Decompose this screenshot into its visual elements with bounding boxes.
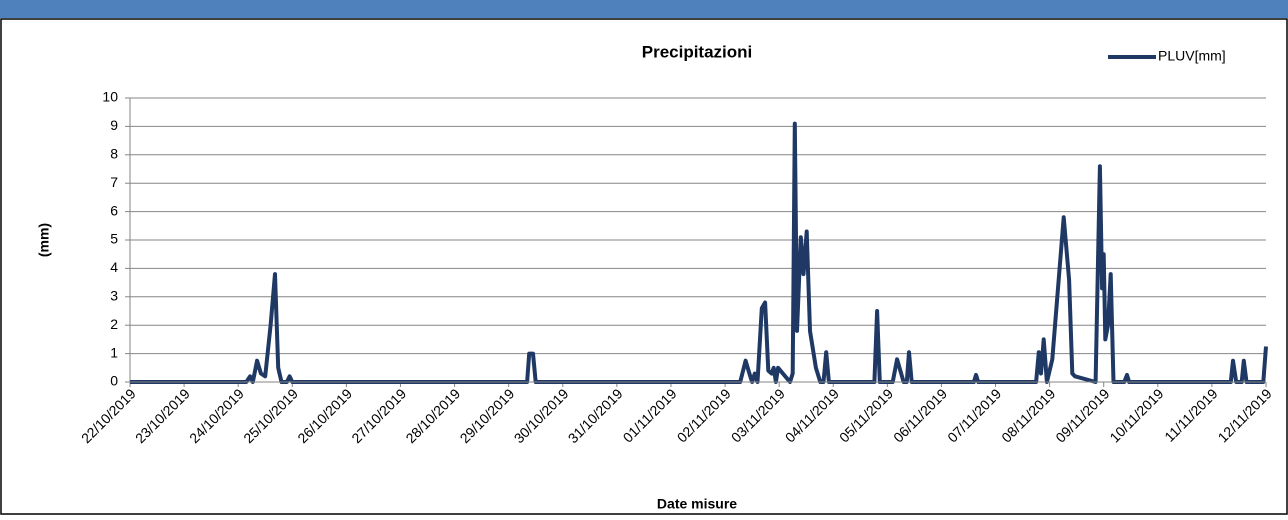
y-axis-title: (mm) <box>36 223 52 257</box>
y-tick-label: 7 <box>110 174 118 190</box>
header-bar <box>0 0 1288 18</box>
y-tick-label: 5 <box>110 231 118 247</box>
y-tick-label: 9 <box>110 117 118 133</box>
chart-title: Precipitazioni <box>642 42 753 61</box>
y-tick-label: 3 <box>110 288 118 304</box>
y-tick-label: 0 <box>110 373 118 389</box>
y-tick-label: 2 <box>110 316 118 332</box>
y-tick-label: 8 <box>110 146 118 162</box>
chart-frame <box>0 18 1288 515</box>
y-tick-label: 1 <box>110 344 118 360</box>
y-tick-label: 6 <box>110 202 118 218</box>
legend-label: PLUV[mm] <box>1158 48 1226 64</box>
x-axis-title: Date misure <box>657 496 737 512</box>
y-tick-label: 10 <box>102 89 118 105</box>
y-tick-label: 4 <box>110 259 118 275</box>
